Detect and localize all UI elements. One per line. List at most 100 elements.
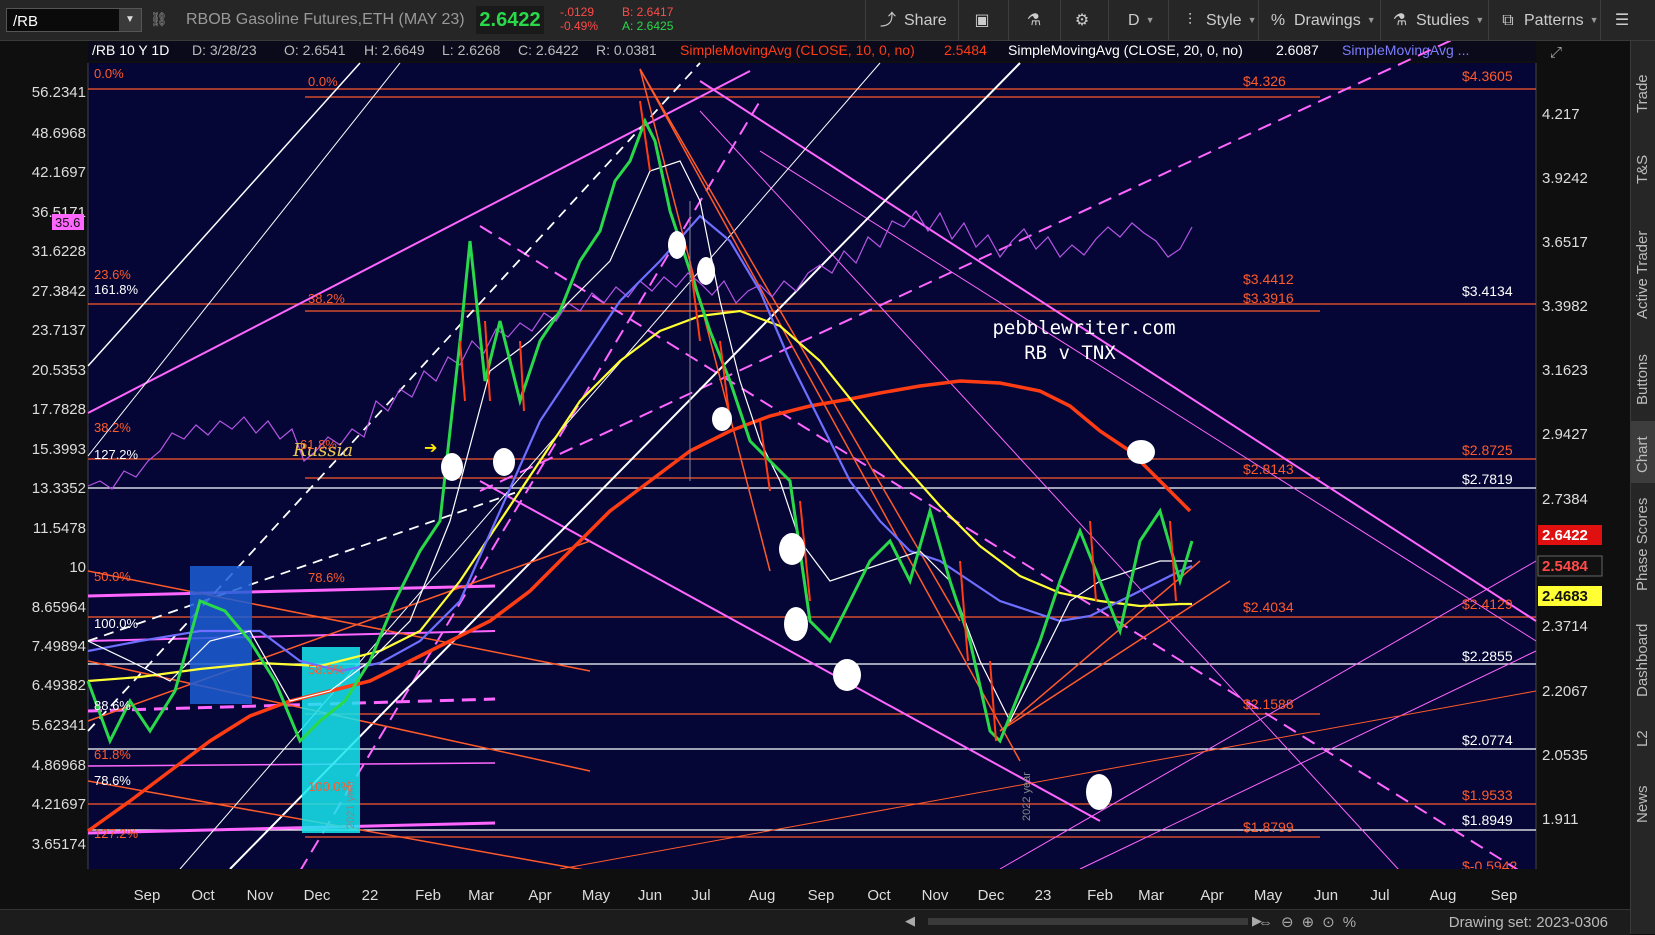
svg-text:$3.4134: $3.4134 bbox=[1462, 283, 1513, 299]
drawings-button[interactable]: % Drawings ▼ bbox=[1268, 0, 1376, 41]
collapse-icon[interactable]: ⤢ bbox=[1550, 44, 1563, 61]
svg-text:42.1697: 42.1697 bbox=[32, 164, 86, 181]
svg-text:11.5478: 11.5478 bbox=[33, 520, 86, 537]
arrow-icon: ➔ bbox=[424, 440, 437, 457]
right-axis-ticks: 4.217 3.9242 3.6517 3.3982 3.1623 2.9427… bbox=[1542, 106, 1588, 828]
link-icon[interactable]: ⛓ bbox=[150, 11, 168, 27]
svg-text:Nov: Nov bbox=[922, 887, 949, 904]
tab-dashboard[interactable]: Dashboard bbox=[1634, 623, 1651, 697]
tab-news[interactable]: News bbox=[1634, 785, 1651, 823]
time-scrollbar[interactable] bbox=[928, 918, 1248, 925]
svg-text:2.7384: 2.7384 bbox=[1542, 491, 1588, 508]
legend-sma3: SimpleMovingAvg ... bbox=[1342, 42, 1469, 58]
tab-active-trader[interactable]: Active Trader bbox=[1634, 230, 1651, 319]
svg-text:$2.0774: $2.0774 bbox=[1462, 732, 1513, 748]
watermark-site: pebblewriter.com bbox=[992, 317, 1175, 339]
sma-yellow-line bbox=[87, 309, 1192, 683]
template-button[interactable]: ▣ bbox=[972, 0, 998, 41]
fib-labels: 0.0% 0.0% 23.6% 161.8% 38.2% 38.2% 61.8%… bbox=[94, 66, 353, 841]
tab-time-and-sales[interactable]: T&S bbox=[1634, 154, 1651, 184]
tab-buttons[interactable]: Buttons bbox=[1634, 354, 1651, 405]
svg-text:Sep: Sep bbox=[808, 887, 835, 904]
zoom-controls[interactable]: ⇔⊖⊕⊙% bbox=[1258, 914, 1365, 931]
layout-icon: ▣ bbox=[974, 12, 990, 29]
svg-text:$3.3916: $3.3916 bbox=[1243, 290, 1294, 306]
menu-button[interactable]: ☰ bbox=[1612, 0, 1638, 41]
sma10-tag: 2.5484 bbox=[1542, 558, 1589, 575]
studies-label: Studies bbox=[1416, 12, 1470, 29]
svg-text:38.2%: 38.2% bbox=[94, 420, 131, 435]
svg-text:Aug: Aug bbox=[749, 887, 776, 904]
right-sidebar: Trade T&S Active Trader Buttons Chart Ph… bbox=[1630, 41, 1655, 934]
svg-text:$2.2855: $2.2855 bbox=[1462, 648, 1513, 664]
price-chart[interactable]: /RB 10 Y 1D D: 3/28/23 O: 2.6541 H: 2.66… bbox=[0, 41, 1630, 909]
svg-text:$2.4034: $2.4034 bbox=[1243, 599, 1294, 615]
last-price-tag: 2.6422 bbox=[1542, 527, 1588, 544]
studies-button[interactable]: ⚗ Studies ▼ bbox=[1390, 0, 1484, 41]
svg-text:13.3352: 13.3352 bbox=[32, 480, 86, 497]
right-level-tags: $4.3605 $3.4134 $2.8725 $2.7819 $2.4129 … bbox=[1462, 68, 1517, 874]
toolbar-divider bbox=[1488, 0, 1489, 41]
left-axis-panel bbox=[0, 63, 88, 891]
share-label: Share bbox=[904, 12, 947, 29]
hamburger-icon: ☰ bbox=[1614, 12, 1630, 29]
change-value: -.0129 bbox=[560, 5, 595, 19]
svg-text:Mar: Mar bbox=[468, 887, 494, 904]
toolbar-divider bbox=[1060, 0, 1061, 41]
tab-phase-scores[interactable]: Phase Scores bbox=[1634, 497, 1651, 591]
drawing-set-label[interactable]: Drawing set: 2023-0306 bbox=[1448, 914, 1608, 931]
svg-text:0.0%: 0.0% bbox=[308, 74, 338, 89]
svg-text:$1.8799: $1.8799 bbox=[1243, 819, 1294, 835]
chart-area[interactable]: /RB 10 Y 1D D: 3/28/23 O: 2.6541 H: 2.66… bbox=[0, 41, 1630, 909]
legend-sma10: SimpleMovingAvg (CLOSE, 10, 0, no) bbox=[680, 42, 915, 58]
tab-chart[interactable]: Chart bbox=[1631, 421, 1655, 483]
tab-level2[interactable]: L2 bbox=[1634, 730, 1651, 747]
flask-button[interactable]: ⚗ bbox=[1024, 0, 1050, 41]
symbol-dropdown-icon[interactable]: ▼ bbox=[119, 9, 141, 31]
svg-text:$4.326: $4.326 bbox=[1243, 73, 1286, 89]
cyan-zone bbox=[302, 647, 360, 833]
symbol-value: /RB bbox=[13, 13, 39, 30]
svg-text:$4.3605: $4.3605 bbox=[1462, 68, 1513, 84]
patterns-icon: ⧉ bbox=[1502, 12, 1514, 29]
svg-text:2.2067: 2.2067 bbox=[1542, 683, 1588, 700]
svg-text:Sep: Sep bbox=[134, 887, 161, 904]
svg-text:Jul: Jul bbox=[1370, 887, 1389, 904]
chevron-down-icon: ▼ bbox=[1366, 15, 1376, 25]
toolbar-divider bbox=[1168, 0, 1169, 41]
svg-text:May: May bbox=[1254, 887, 1283, 904]
svg-text:127.2%: 127.2% bbox=[94, 447, 139, 462]
flask-icon: ⚗ bbox=[1392, 12, 1408, 29]
svg-text:27.3842: 27.3842 bbox=[32, 283, 86, 300]
legend-date: D: 3/28/23 bbox=[192, 42, 257, 58]
svg-text:161.8%: 161.8% bbox=[94, 282, 139, 297]
svg-text:22: 22 bbox=[362, 887, 379, 904]
patterns-button[interactable]: ⧉ Patterns ▼ bbox=[1498, 0, 1598, 41]
price-path-up bbox=[86, 117, 1194, 745]
watermark-subtitle: RB v TNX bbox=[1024, 342, 1116, 364]
svg-text:8.65964: 8.65964 bbox=[32, 599, 86, 616]
share-button[interactable]: ⤴ Share bbox=[878, 0, 947, 41]
last-price: 2.6422 bbox=[476, 6, 544, 34]
svg-text:38.2%: 38.2% bbox=[308, 291, 345, 306]
tab-trade[interactable]: Trade bbox=[1634, 74, 1651, 113]
legend-sma10-value: 2.5484 bbox=[944, 42, 987, 58]
svg-text:$2.8725: $2.8725 bbox=[1462, 442, 1513, 458]
period-button[interactable]: D ▼ bbox=[1128, 0, 1154, 41]
style-label: Style bbox=[1206, 12, 1242, 29]
chevron-down-icon: ▼ bbox=[1145, 15, 1155, 25]
legend-strip bbox=[88, 41, 1536, 61]
chevron-down-icon: ▼ bbox=[1475, 15, 1485, 25]
top-toolbar: /RB ▼ ⛓ RBOB Gasoline Futures,ETH (MAY 2… bbox=[0, 0, 1655, 41]
scroll-right-icon[interactable]: ▶ bbox=[1252, 913, 1262, 928]
svg-text:61.8%: 61.8% bbox=[300, 437, 337, 452]
settings-button[interactable]: ⚙ bbox=[1072, 0, 1098, 41]
symbol-input[interactable]: /RB ▼ bbox=[6, 8, 142, 32]
gear-icon: ⚙ bbox=[1074, 12, 1090, 29]
toolbar-divider bbox=[958, 0, 959, 41]
svg-text:0.0%: 0.0% bbox=[94, 66, 124, 81]
scroll-left-icon[interactable]: ◀ bbox=[905, 913, 915, 928]
svg-text:$2.1588: $2.1588 bbox=[1243, 696, 1294, 712]
style-button[interactable]: ⫶ Style ▼ bbox=[1180, 0, 1257, 41]
svg-text:Jun: Jun bbox=[1314, 887, 1338, 904]
